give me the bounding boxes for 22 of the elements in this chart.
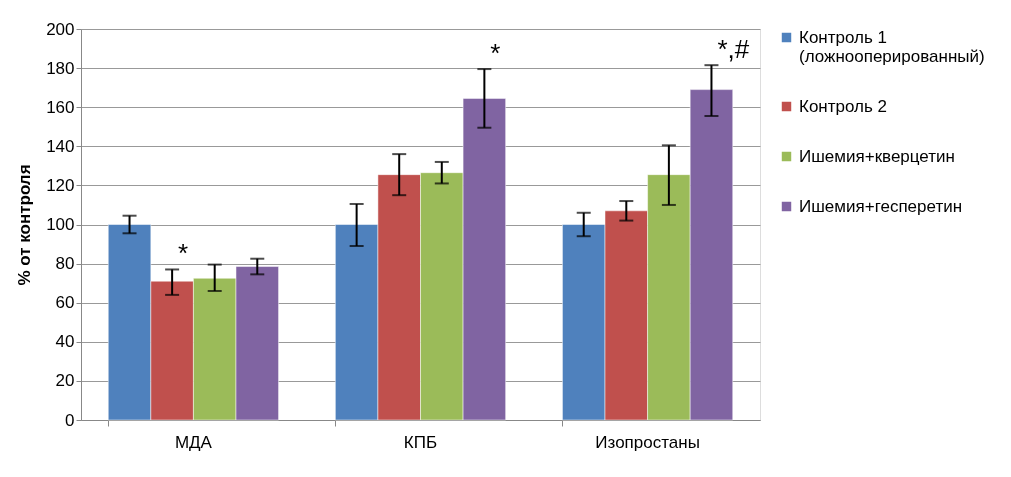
legend-label: Ишемия+гесперетин — [799, 196, 963, 216]
y-tick-label: 200 — [46, 19, 75, 39]
data-label: * — [490, 38, 501, 69]
y-tick-label: 60 — [55, 293, 75, 313]
y-tick-label: 140 — [46, 136, 75, 156]
legend-label: Контроль 2 — [799, 96, 888, 116]
y-tick-label: 180 — [46, 58, 75, 78]
data-label: *,# — [717, 34, 750, 65]
y-tick-label: 100 — [46, 215, 75, 234]
legend-label: Ишемия+кверцетин — [799, 146, 955, 166]
y-tick-label: 80 — [55, 254, 75, 274]
x-tick-label: КПБ — [403, 432, 438, 452]
y-tick-label: 120 — [46, 175, 75, 195]
legend-label: Контроль 1 (ложнооперированный) — [799, 27, 985, 66]
x-tick-label: Изопростаны — [595, 432, 700, 452]
y-axis-title: % от контроля — [15, 164, 35, 286]
x-tick-label: МДА — [174, 432, 213, 452]
y-tick-label: 20 — [55, 371, 75, 391]
data-label: * — [178, 238, 189, 269]
y-tick-label: 160 — [46, 97, 75, 117]
y-tick-label: 40 — [55, 332, 75, 352]
y-tick-label: 0 — [65, 410, 75, 430]
